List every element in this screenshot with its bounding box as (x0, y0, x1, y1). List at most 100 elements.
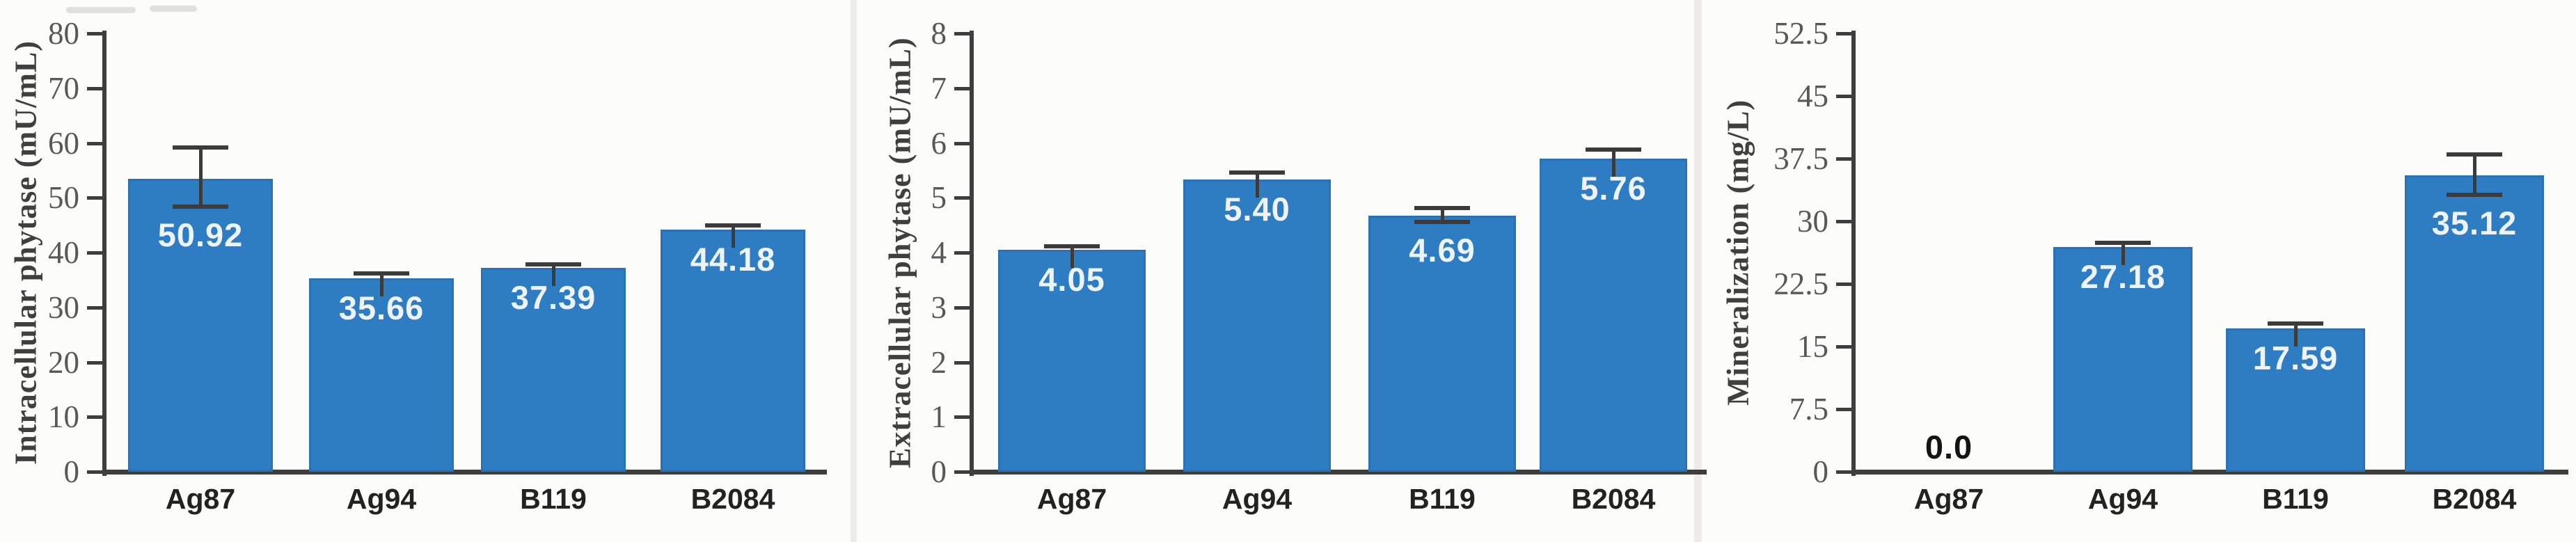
y-tick-label: 6 (931, 125, 947, 161)
scan-seam (851, 0, 857, 542)
y-tick-label: 22.5 (1773, 266, 1828, 301)
y-tick-label: 60 (48, 125, 79, 161)
y-tick-label: 37.5 (1773, 141, 1828, 176)
bar-b119 (1368, 216, 1516, 472)
error-bar-cap-top (526, 262, 581, 266)
x-category-label: Ag87 (1036, 483, 1107, 515)
error-bar (1611, 149, 1615, 177)
y-tick-label: 40 (48, 235, 79, 270)
y-tick (87, 86, 102, 90)
y-tick (87, 141, 102, 145)
error-bar (2472, 154, 2476, 195)
scan-artifact (150, 6, 197, 12)
y-tick-label: 45 (1797, 79, 1828, 113)
x-axis-line (1851, 470, 2568, 475)
bar-value-label: 4.69 (1409, 231, 1476, 269)
bar-value-label: 17.59 (2252, 339, 2339, 376)
y-tick (954, 32, 970, 35)
bar-value-label: 5.40 (1224, 191, 1290, 228)
y-tick-label: 0 (63, 454, 80, 489)
error-bar-cap-bottom (2447, 192, 2502, 197)
bar-ag87 (998, 250, 1146, 472)
y-tick-label: 15 (1797, 329, 1828, 364)
error-bar-cap-top (705, 223, 761, 228)
error-bar (198, 147, 203, 207)
error-bar-cap-top (1044, 244, 1100, 248)
x-category-label: B119 (2262, 483, 2329, 515)
y-tick-label: 7 (931, 70, 947, 106)
y-axis-line (970, 31, 974, 476)
bar-ag87 (128, 178, 273, 472)
y-tick (1836, 345, 1851, 349)
x-category-label: B119 (520, 483, 587, 515)
y-tick-label: 3 (931, 289, 947, 325)
y-tick (87, 251, 102, 255)
error-bar (731, 225, 735, 248)
y-tick (1836, 157, 1851, 161)
y-tick-label: 2 (931, 344, 947, 380)
y-tick (954, 360, 970, 365)
y-axis-line (102, 31, 106, 476)
error-bar-cap-top (354, 271, 409, 276)
y-tick (1836, 408, 1851, 411)
error-bar-cap-top (1414, 206, 1470, 211)
error-bar-cap-top (2447, 152, 2502, 157)
y-tick (1836, 220, 1851, 223)
error-bar (1255, 173, 1259, 198)
x-axis-line (970, 470, 1707, 475)
y-tick-label: 30 (48, 289, 79, 325)
bar-value-label: 27.18 (2080, 258, 2166, 296)
y-tick-label: 5 (931, 180, 947, 216)
y-tick (954, 470, 970, 474)
y-tick-label: 20 (48, 344, 79, 380)
y-tick-label: 80 (48, 16, 79, 51)
y-tick-label: 10 (48, 399, 79, 435)
y-tick (954, 251, 970, 255)
y-tick (1836, 470, 1851, 474)
error-bar-cap-top (2268, 321, 2323, 326)
y-tick-label: 70 (48, 70, 79, 106)
x-category-label: Ag94 (1222, 483, 1293, 515)
x-axis-line (102, 470, 827, 475)
bar-b2084 (661, 229, 805, 472)
x-category-label: B2084 (2432, 483, 2517, 515)
bar-value-label: 35.66 (338, 289, 425, 326)
error-bar-cap-top (1586, 147, 1641, 152)
error-bar (551, 264, 555, 287)
y-tick-label: 0 (1812, 454, 1829, 489)
error-bar (1440, 208, 1444, 222)
y-tick (954, 141, 970, 145)
y-tick (1836, 32, 1851, 35)
y-tick (1836, 282, 1851, 286)
bar-value-label: 37.39 (510, 279, 596, 317)
y-tick (87, 415, 102, 420)
error-bar (2121, 242, 2125, 266)
bar-b2084 (2405, 175, 2544, 472)
bar-value-label: 5.76 (1580, 170, 1647, 207)
x-category-label: Ag94 (346, 483, 417, 515)
y-tick-label: 7.5 (1789, 392, 1828, 427)
error-bar-cap-top (1229, 170, 1285, 175)
y-tick (87, 470, 102, 474)
bar-b2084 (1540, 159, 1687, 472)
x-category-label: B2084 (690, 483, 775, 515)
y-tick-label: 50 (48, 180, 79, 216)
bar-b119 (2226, 328, 2365, 472)
bar-value-label: 35.12 (2431, 204, 2518, 241)
error-bar (2293, 324, 2298, 346)
y-tick (87, 32, 102, 35)
y-tick (954, 415, 970, 420)
error-bar-cap-bottom (173, 204, 228, 209)
error-bar (379, 273, 384, 296)
bar-value-label: 4.05 (1038, 261, 1105, 298)
x-category-label: B2084 (1571, 483, 1656, 515)
y-tick (87, 305, 102, 310)
bar-value-label: 50.92 (157, 216, 244, 253)
error-bar-cap-bottom (1414, 219, 1470, 224)
error-bar-cap-top (2095, 240, 2151, 245)
scan-seam (1694, 0, 1702, 542)
